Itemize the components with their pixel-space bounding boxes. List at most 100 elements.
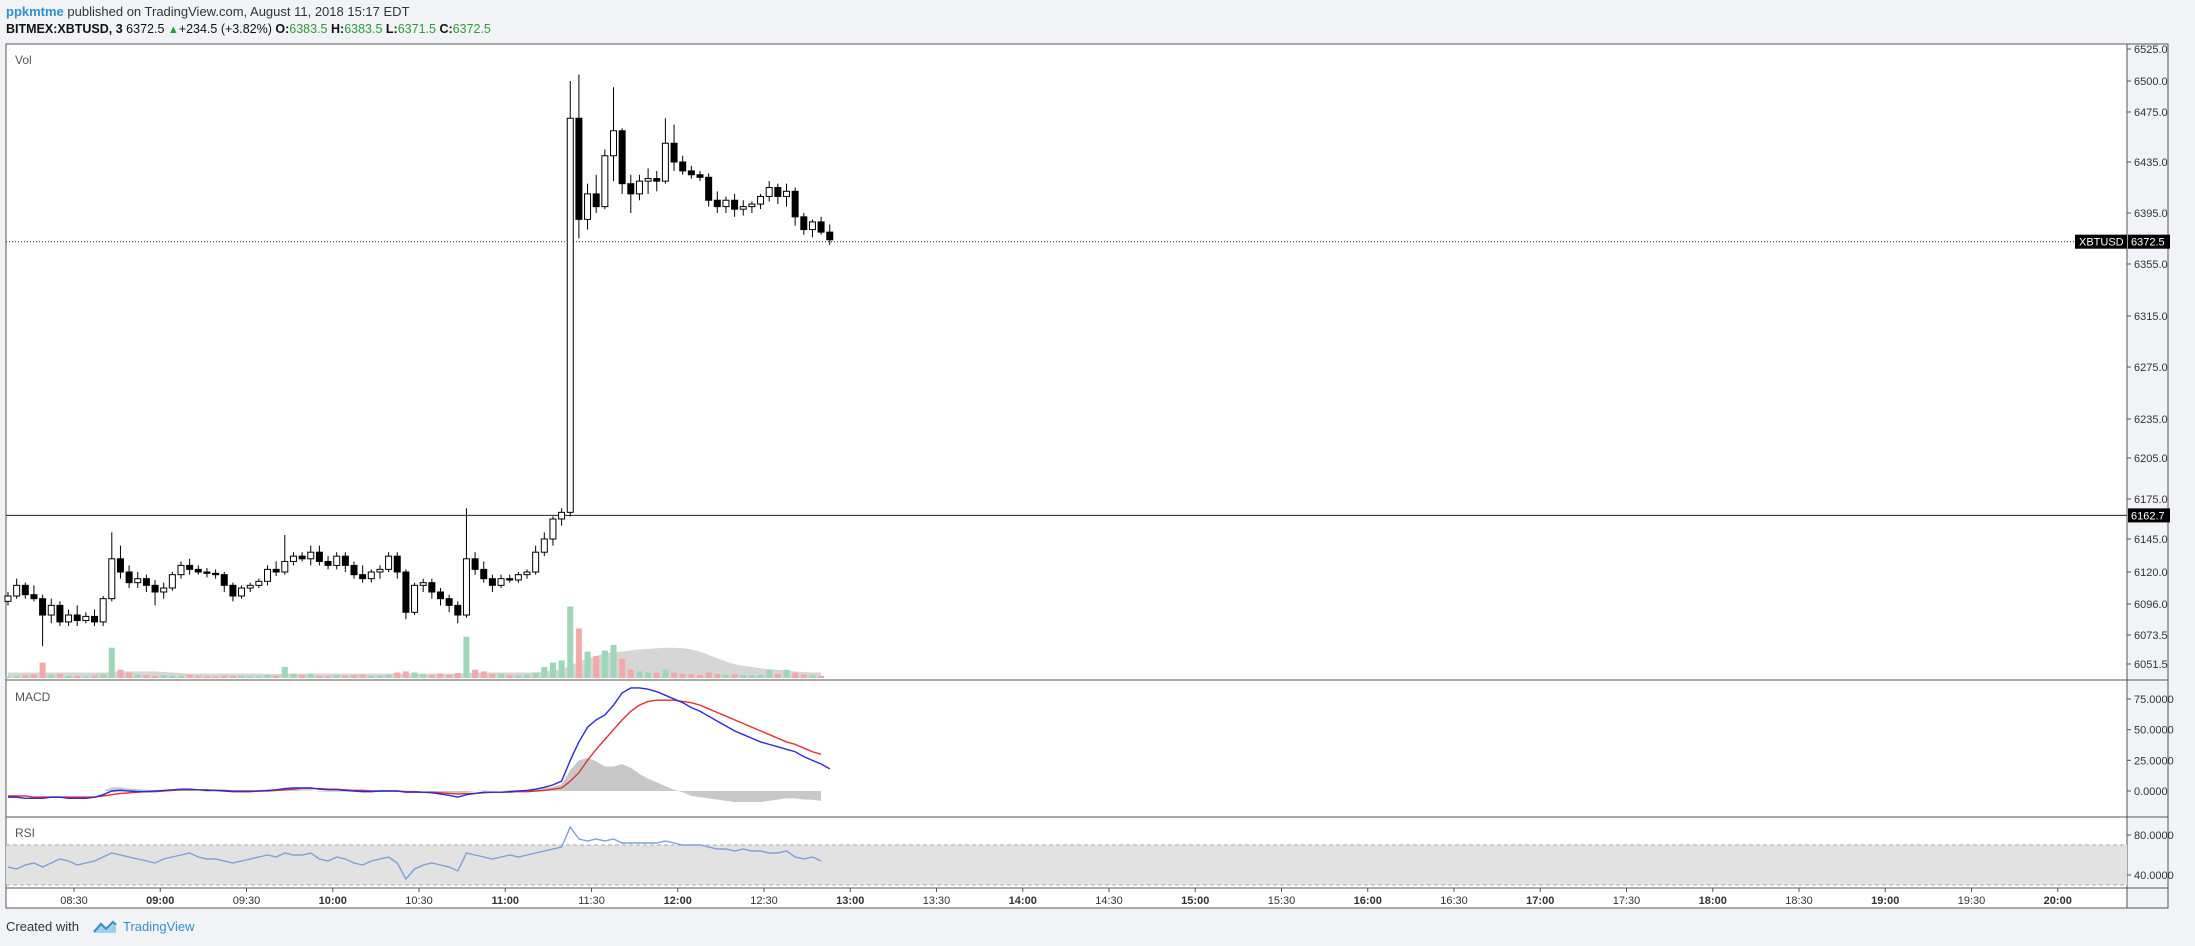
candle-body — [670, 142, 678, 163]
volume-bar — [264, 674, 271, 678]
volume-bar — [342, 675, 349, 678]
volume-bar — [195, 675, 202, 678]
volume-bar — [212, 676, 219, 678]
volume-bar — [152, 675, 159, 678]
candle-body — [402, 571, 410, 613]
candle-body — [264, 568, 271, 582]
time-tick-label: 19:30 — [1958, 895, 1986, 907]
volume-bar — [255, 676, 262, 678]
volume-bar — [766, 669, 773, 678]
price-tick-label: 6275.0 — [2134, 362, 2168, 374]
candle-body — [39, 598, 47, 616]
candle-body — [462, 558, 470, 616]
candle-body — [203, 571, 211, 574]
volume-bar — [454, 673, 461, 678]
volume-bar — [463, 636, 470, 678]
candle-body — [393, 555, 401, 573]
candle-body — [506, 578, 514, 581]
volume-bar — [117, 669, 124, 678]
candle-body — [800, 216, 808, 231]
candle-body — [765, 187, 773, 197]
candle-body — [549, 518, 557, 540]
volume-bar — [420, 674, 427, 678]
volume-bar — [247, 676, 254, 678]
candle-body — [21, 584, 29, 596]
volume-bar — [186, 674, 193, 678]
volume-bar — [402, 671, 409, 678]
volume-bar — [100, 674, 107, 678]
tradingview-link[interactable]: TradingView — [122, 919, 195, 934]
macd-tick-label: 75.0000 — [2134, 694, 2174, 706]
volume-bar — [498, 673, 505, 678]
high-value: 6383.5 — [344, 22, 383, 36]
rsi-tick-label: 80.0000 — [2134, 830, 2174, 842]
price-tick-label: 6096.0 — [2134, 599, 2168, 611]
volume-bar — [281, 667, 288, 678]
candle-body — [108, 558, 116, 600]
volume-bar — [506, 675, 513, 678]
candle-body — [220, 574, 228, 586]
price-tick-label: 6051.5 — [2134, 659, 2168, 671]
candle-body — [817, 221, 825, 233]
volume-bar — [203, 676, 210, 678]
candle-body — [385, 555, 393, 570]
author-link[interactable]: ppkmtme — [6, 4, 64, 19]
price-tick-label: 6073.5 — [2134, 630, 2168, 642]
time-tick-label: 09:30 — [233, 895, 261, 907]
volume-bar — [385, 674, 392, 678]
candle-body — [523, 571, 531, 576]
low-value: 6371.5 — [397, 22, 436, 36]
candle-body — [315, 551, 323, 562]
time-tick-label: 10:30 — [405, 895, 433, 907]
last-price: 6372.5 — [126, 22, 165, 36]
candle-body — [376, 568, 384, 573]
time-tick-label: 14:00 — [1009, 895, 1037, 907]
candle-body — [497, 578, 505, 586]
candle-body — [13, 584, 21, 597]
volume-bar — [671, 672, 678, 678]
open-value: 6383.5 — [289, 22, 328, 36]
time-tick-label: 08:30 — [60, 895, 88, 907]
candle-body — [186, 564, 194, 570]
volume-bar — [627, 669, 634, 678]
price-tick-label: 6355.0 — [2134, 259, 2168, 271]
candle-body — [575, 117, 583, 220]
open-label: O: — [275, 22, 290, 36]
volume-bar — [489, 673, 496, 678]
volume-bar — [333, 675, 340, 678]
volume-bar — [480, 671, 487, 678]
time-tick-label: 09:00 — [146, 895, 174, 907]
candle-body — [238, 587, 246, 597]
time-tick-label: 16:30 — [1440, 895, 1468, 907]
candle-body — [47, 604, 55, 616]
volume-bar — [722, 674, 729, 678]
candle-body — [679, 161, 687, 172]
candle-body — [419, 582, 427, 586]
candle-body — [540, 538, 548, 553]
price-tick-label: 6175.0 — [2134, 494, 2168, 506]
candle-body — [333, 555, 341, 566]
volume-bar — [91, 675, 98, 678]
candle-body — [160, 587, 168, 593]
candle-body — [739, 206, 747, 210]
candle-body — [653, 178, 661, 182]
volume-bar — [748, 675, 755, 678]
volume-bar — [229, 675, 236, 678]
volume-bar — [515, 675, 522, 678]
volume-bar — [368, 675, 375, 678]
rsi-pane-label: RSI — [15, 826, 35, 840]
time-tick-label: 18:00 — [1699, 895, 1727, 907]
published-text: published on TradingView.com, August 11,… — [67, 4, 410, 19]
price-tick-label: 6235.0 — [2134, 414, 2168, 426]
volume-bar — [705, 672, 712, 678]
time-tick-label: 10:00 — [319, 895, 347, 907]
time-tick-label: 11:00 — [491, 895, 519, 907]
volume-bar — [437, 673, 444, 678]
candle-body — [808, 221, 816, 231]
candle-body — [445, 598, 453, 606]
created-with-text: Created with — [6, 919, 79, 934]
candle-body — [437, 591, 444, 600]
candle-body — [696, 174, 704, 178]
up-arrow-icon: ▲ — [167, 24, 179, 36]
